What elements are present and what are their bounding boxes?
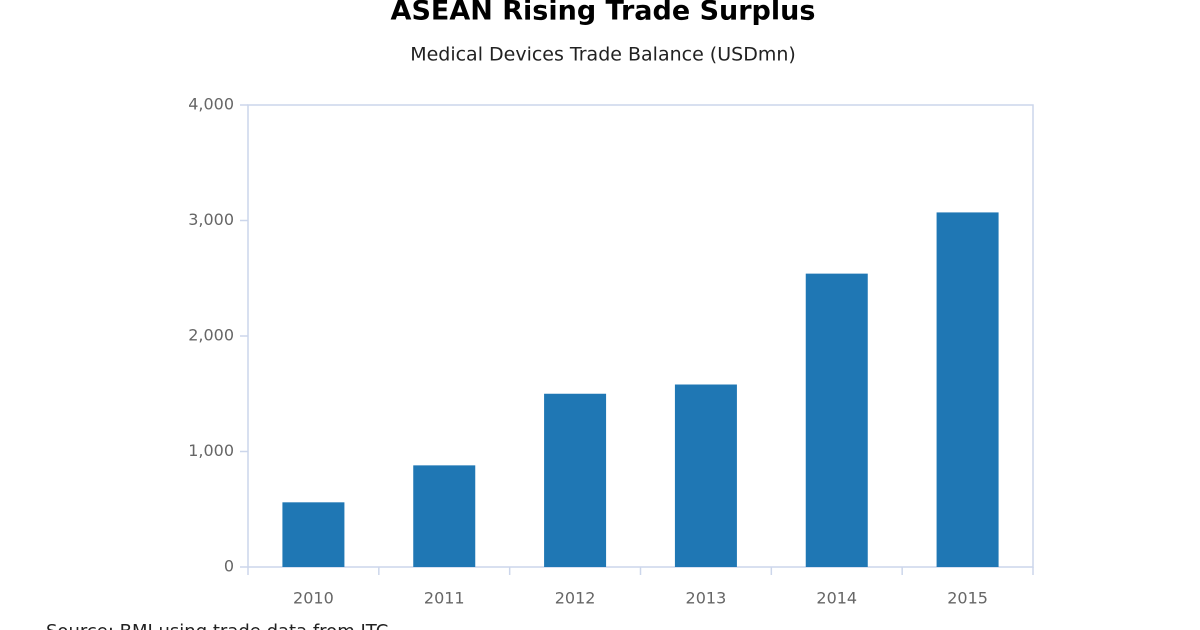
bar bbox=[674, 384, 737, 567]
bar bbox=[544, 393, 607, 567]
bar bbox=[805, 273, 868, 567]
y-tick-label: 1,000 bbox=[188, 441, 234, 460]
bar bbox=[936, 212, 999, 568]
x-tick-label: 2011 bbox=[424, 589, 465, 608]
y-tick-label: 0 bbox=[224, 557, 234, 576]
chart-subtitle: Medical Devices Trade Balance (USDmn) bbox=[410, 44, 796, 66]
y-tick-label: 4,000 bbox=[188, 95, 234, 114]
x-tick-label: 2010 bbox=[293, 589, 334, 608]
x-tick-label: 2013 bbox=[686, 589, 727, 608]
y-tick-label: 2,000 bbox=[188, 326, 234, 345]
x-tick-label: 2015 bbox=[947, 589, 988, 608]
chart-title: ASEAN Rising Trade Surplus bbox=[391, 0, 816, 27]
y-tick-label: 3,000 bbox=[188, 210, 234, 229]
plot-frame bbox=[247, 104, 1034, 568]
x-tick-label: 2014 bbox=[816, 589, 857, 608]
source-note: Source: BMI using trade data from ITC bbox=[46, 621, 388, 630]
bar bbox=[413, 465, 476, 567]
x-tick-label: 2012 bbox=[555, 589, 596, 608]
bar bbox=[282, 502, 345, 567]
